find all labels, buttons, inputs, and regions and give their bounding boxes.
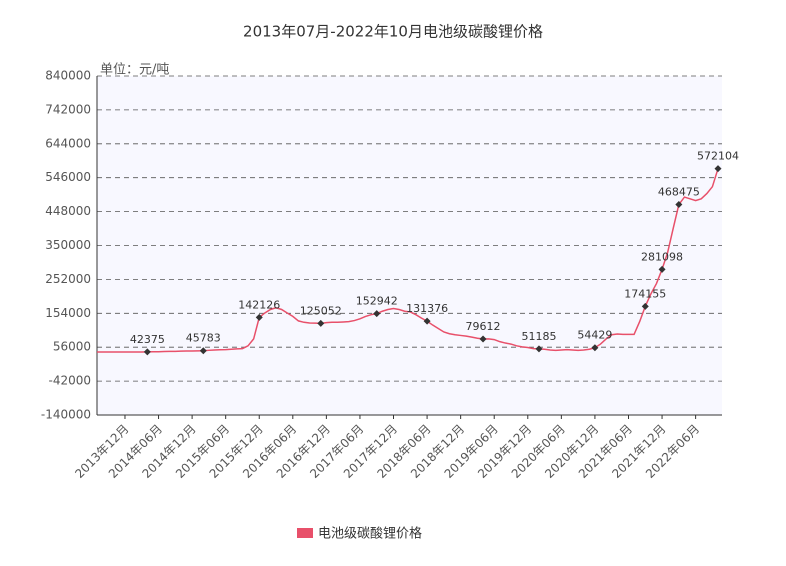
y-tick-label: -42000 bbox=[48, 374, 91, 388]
data-label: 174155 bbox=[624, 287, 666, 300]
legend-label: 电池级碳酸锂价格 bbox=[318, 526, 422, 542]
data-label: 131376 bbox=[406, 302, 448, 315]
point-marker bbox=[658, 265, 666, 273]
y-tick-label: 56000 bbox=[53, 340, 91, 354]
y-tick-label: 252000 bbox=[45, 272, 91, 286]
point-marker bbox=[479, 335, 487, 343]
data-label: 125052 bbox=[300, 304, 342, 317]
data-label: 54429 bbox=[577, 329, 612, 342]
data-label: 45783 bbox=[186, 332, 221, 345]
y-tick-label: 448000 bbox=[45, 204, 91, 218]
plot-area bbox=[97, 76, 722, 415]
data-label: 142126 bbox=[238, 298, 280, 311]
y-tick-label: 154000 bbox=[45, 306, 91, 320]
point-marker bbox=[535, 345, 543, 353]
y-tick-label: -140000 bbox=[41, 408, 91, 422]
legend-swatch bbox=[297, 528, 313, 538]
point-marker bbox=[373, 310, 381, 318]
data-label: 468475 bbox=[658, 186, 700, 199]
chart-title: 2013年07月-2022年10月电池级碳酸锂价格 bbox=[243, 23, 543, 41]
point-marker bbox=[423, 317, 431, 325]
y-tick-label: 546000 bbox=[45, 170, 91, 184]
point-marker bbox=[317, 319, 325, 327]
data-label: 572104 bbox=[697, 150, 739, 163]
y-tick-label: 350000 bbox=[45, 238, 91, 252]
point-marker bbox=[641, 302, 649, 310]
point-marker bbox=[714, 165, 722, 173]
point-marker bbox=[675, 201, 683, 209]
point-marker bbox=[255, 313, 263, 321]
data-label: 79612 bbox=[466, 320, 501, 333]
point-marker bbox=[143, 348, 151, 356]
y-tick-label: 742000 bbox=[45, 102, 91, 116]
data-label: 51185 bbox=[521, 330, 556, 343]
y-tick-label: 840000 bbox=[45, 69, 91, 83]
point-marker bbox=[591, 344, 599, 352]
point-marker bbox=[199, 347, 207, 355]
y-axis-label: 单位：元/吨 bbox=[100, 63, 169, 78]
data-label: 152942 bbox=[356, 295, 398, 308]
data-label: 42375 bbox=[130, 333, 165, 346]
data-label: 281098 bbox=[641, 250, 683, 263]
y-tick-label: 644000 bbox=[45, 136, 91, 150]
